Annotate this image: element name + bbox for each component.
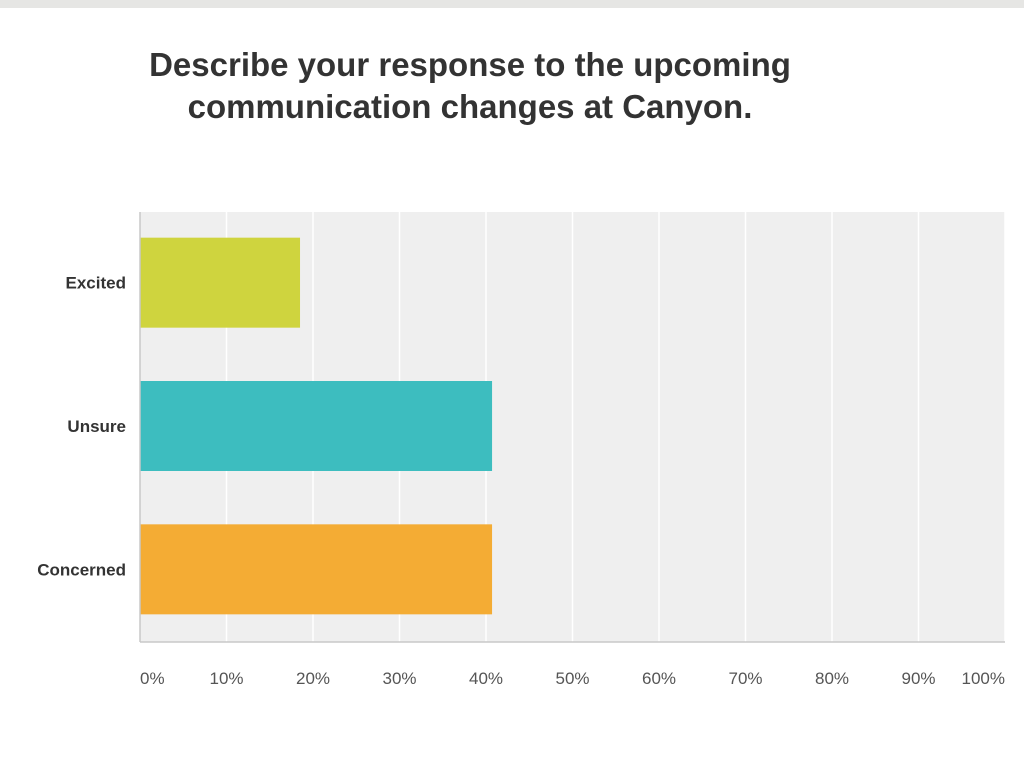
x-tick-label: 60% <box>642 669 676 688</box>
x-tick-label: 30% <box>382 669 416 688</box>
x-tick-label: 40% <box>469 669 503 688</box>
x-tick-label: 10% <box>209 669 243 688</box>
x-tick-label: 90% <box>901 669 935 688</box>
category-label-concerned: Concerned <box>37 560 126 579</box>
x-tick-label: 70% <box>728 669 762 688</box>
bar-unsure <box>140 381 493 471</box>
chart-title-line-2: communication changes at Canyon. <box>187 88 753 125</box>
category-labels: Excited Unsure Concerned <box>37 274 126 580</box>
chart-title-line-1: Describe your response to the upcoming <box>149 46 791 83</box>
x-tick-label: 50% <box>555 669 589 688</box>
bar-excited <box>140 237 301 328</box>
x-tick-label: 100% <box>962 669 1005 688</box>
x-tick-labels: 0% 10% 20% 30% 40% 50% 60% 70% 80% 90% 100% <box>140 669 1005 688</box>
x-tick-label: 0% <box>140 669 165 688</box>
category-label-excited: Excited <box>66 274 126 293</box>
bar-concerned <box>140 524 493 615</box>
category-label-unsure: Unsure <box>67 417 126 436</box>
x-tick-label: 80% <box>815 669 849 688</box>
top-border-bar <box>0 0 1024 8</box>
bars <box>140 237 493 615</box>
x-tick-label: 20% <box>296 669 330 688</box>
chart-title: Describe your response to the upcoming c… <box>0 44 940 128</box>
